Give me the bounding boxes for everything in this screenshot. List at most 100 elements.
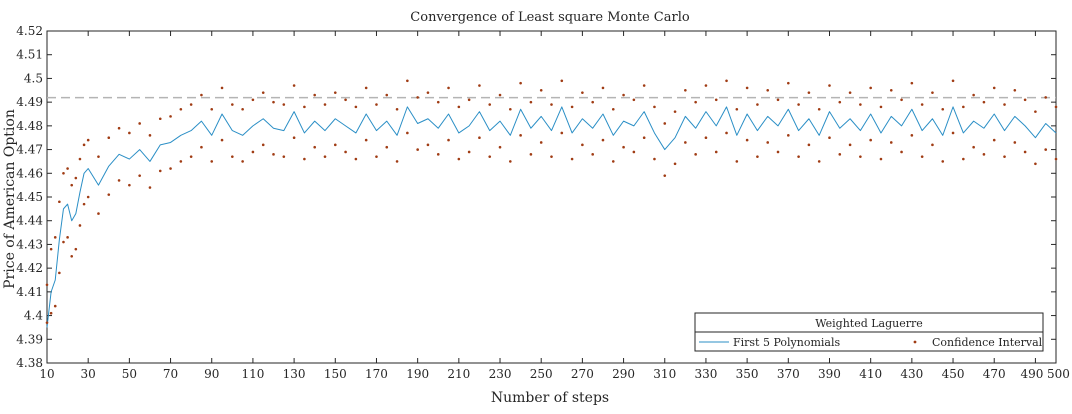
confidence-interval-marker bbox=[396, 108, 399, 111]
confidence-interval-marker bbox=[406, 80, 409, 83]
confidence-interval-marker bbox=[560, 80, 563, 83]
confidence-interval-marker bbox=[911, 134, 914, 137]
confidence-interval-marker bbox=[684, 89, 687, 92]
confidence-interval-marker bbox=[766, 141, 769, 144]
y-tick-label: 4.39 bbox=[16, 332, 43, 346]
confidence-interval-marker bbox=[79, 224, 82, 227]
confidence-interval-marker bbox=[941, 160, 944, 163]
confidence-interval-marker bbox=[406, 132, 409, 135]
y-tick-label: 4.42 bbox=[16, 261, 43, 275]
confidence-interval-marker bbox=[663, 174, 666, 177]
confidence-interval-marker bbox=[324, 103, 327, 106]
confidence-interval-marker bbox=[849, 91, 852, 94]
confidence-interval-marker bbox=[797, 103, 800, 106]
confidence-interval-marker bbox=[365, 139, 368, 142]
confidence-interval-marker bbox=[1024, 151, 1027, 154]
confidence-interval-marker bbox=[550, 103, 553, 106]
x-tick-label: 310 bbox=[653, 367, 676, 381]
confidence-interval-marker bbox=[1055, 158, 1058, 161]
confidence-interval-marker bbox=[818, 160, 821, 163]
confidence-interval-marker bbox=[612, 160, 615, 163]
y-tick-label: 4.5 bbox=[24, 71, 43, 85]
confidence-interval-marker bbox=[1044, 96, 1047, 99]
confidence-interval-marker bbox=[283, 155, 286, 158]
confidence-interval-marker bbox=[190, 155, 193, 158]
confidence-interval-marker bbox=[385, 94, 388, 97]
confidence-interval-marker bbox=[725, 80, 728, 83]
confidence-interval-marker bbox=[972, 94, 975, 97]
confidence-interval-marker bbox=[200, 146, 203, 149]
confidence-interval-marker bbox=[540, 89, 543, 92]
confidence-interval-marker bbox=[169, 115, 172, 118]
confidence-interval-marker bbox=[921, 103, 924, 106]
confidence-interval-marker bbox=[911, 82, 914, 85]
x-tick-label: 70 bbox=[163, 367, 178, 381]
x-tick-label: 390 bbox=[818, 367, 841, 381]
confidence-interval-marker bbox=[993, 139, 996, 142]
confidence-interval-marker bbox=[602, 139, 605, 142]
confidence-interval-marker bbox=[231, 155, 234, 158]
confidence-interval-marker bbox=[705, 136, 708, 139]
x-tick-label: 500 bbox=[1047, 367, 1070, 381]
y-tick-label: 4.47 bbox=[16, 143, 43, 157]
confidence-interval-marker bbox=[66, 236, 69, 239]
confidence-interval-marker bbox=[766, 89, 769, 92]
confidence-interval-marker bbox=[962, 106, 965, 109]
confidence-interval-marker bbox=[252, 151, 255, 154]
legend-marker-swatch bbox=[914, 341, 917, 344]
x-tick-label: 350 bbox=[736, 367, 759, 381]
confidence-interval-marker bbox=[653, 158, 656, 161]
confidence-interval-marker bbox=[70, 184, 73, 187]
confidence-interval-marker bbox=[478, 136, 481, 139]
confidence-interval-marker bbox=[1044, 148, 1047, 151]
confidence-interval-marker bbox=[62, 241, 65, 244]
confidence-interval-marker bbox=[756, 155, 759, 158]
confidence-interval-marker bbox=[416, 148, 419, 151]
confidence-interval-marker bbox=[272, 101, 275, 104]
confidence-interval-marker bbox=[97, 212, 100, 215]
confidence-interval-marker bbox=[334, 91, 337, 94]
confidence-interval-marker bbox=[1014, 89, 1017, 92]
confidence-interval-marker bbox=[900, 151, 903, 154]
confidence-interval-marker bbox=[1003, 103, 1006, 106]
confidence-interval-marker bbox=[118, 179, 121, 182]
y-tick-label: 4.44 bbox=[16, 214, 43, 228]
confidence-interval-marker bbox=[663, 122, 666, 125]
confidence-interval-marker bbox=[83, 144, 86, 147]
confidence-interval-marker bbox=[952, 132, 955, 135]
confidence-interval-marker bbox=[1034, 163, 1037, 166]
confidence-interval-marker bbox=[79, 158, 82, 161]
confidence-interval-marker bbox=[437, 101, 440, 104]
confidence-interval-marker bbox=[355, 158, 358, 161]
confidence-interval-marker bbox=[540, 141, 543, 144]
confidence-interval-marker bbox=[715, 98, 718, 101]
legend: Weighted Laguerre First 5 Polynomials Co… bbox=[695, 313, 1043, 351]
confidence-interval-marker bbox=[972, 146, 975, 149]
confidence-interval-marker bbox=[447, 87, 450, 90]
x-tick-label: 110 bbox=[241, 367, 264, 381]
confidence-interval-marker bbox=[70, 255, 73, 258]
confidence-interval-marker bbox=[344, 151, 347, 154]
confidence-interval-marker bbox=[272, 153, 275, 156]
confidence-interval-marker bbox=[880, 106, 883, 109]
y-tick-label: 4.51 bbox=[16, 48, 43, 62]
confidence-interval-marker bbox=[787, 134, 790, 137]
confidence-interval-marker bbox=[128, 184, 131, 187]
confidence-interval-marker bbox=[118, 127, 121, 130]
confidence-interval-marker bbox=[993, 87, 996, 90]
confidence-interval-marker bbox=[375, 103, 378, 106]
confidence-interval-marker bbox=[880, 158, 883, 161]
confidence-interval-marker bbox=[499, 146, 502, 149]
confidence-interval-marker bbox=[138, 174, 141, 177]
confidence-interval-marker bbox=[437, 153, 440, 156]
confidence-interval-marker bbox=[983, 101, 986, 104]
confidence-interval-marker bbox=[210, 108, 213, 111]
confidence-interval-marker bbox=[46, 321, 49, 324]
confidence-interval-marker bbox=[674, 163, 677, 166]
confidence-interval-marker bbox=[828, 84, 831, 87]
x-tick-label: 50 bbox=[122, 367, 137, 381]
confidence-interval-marker bbox=[808, 144, 811, 147]
confidence-interval-marker bbox=[241, 160, 244, 163]
confidence-interval-marker bbox=[550, 155, 553, 158]
